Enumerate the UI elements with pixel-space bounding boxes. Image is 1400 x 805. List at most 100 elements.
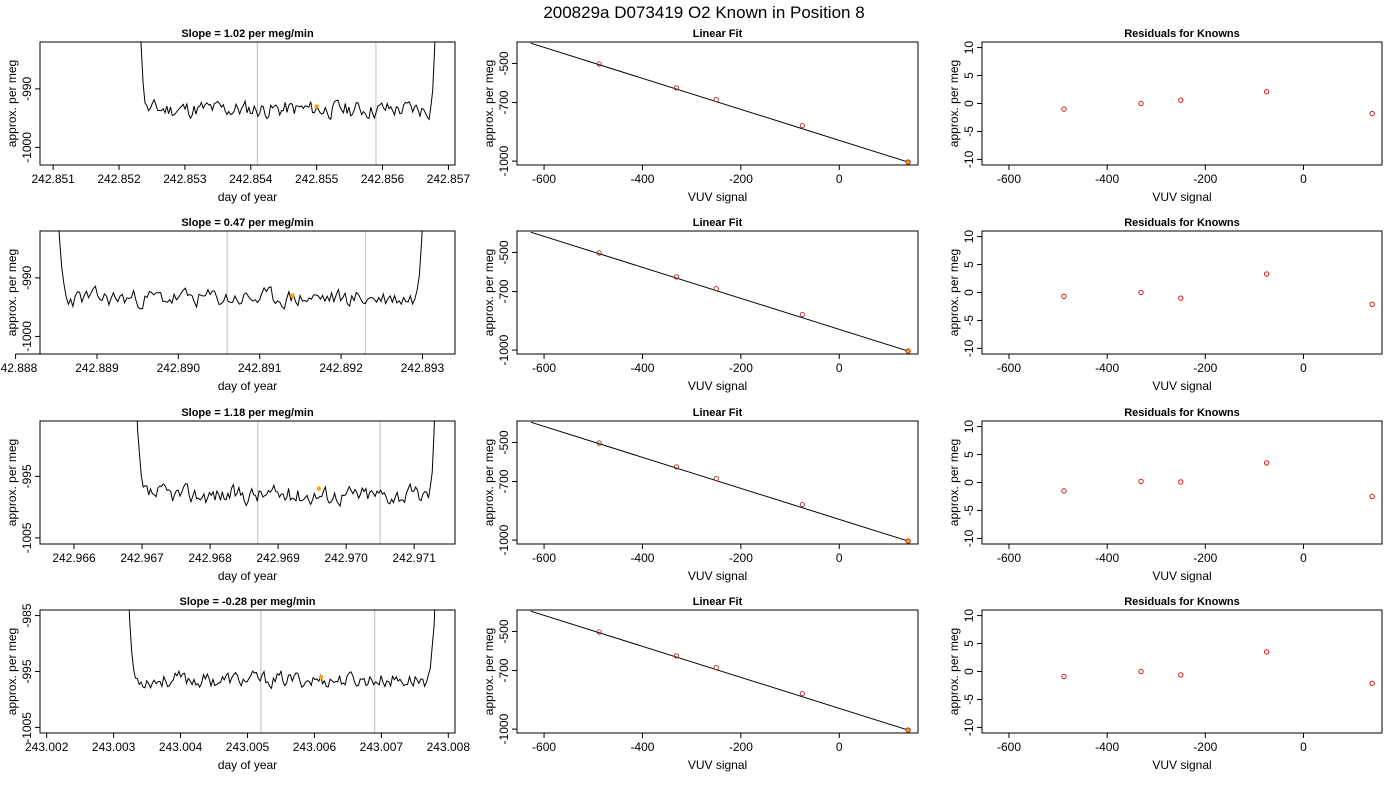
x-axis-label: VUV signal xyxy=(1152,190,1211,204)
y-axis-label: approx. per meg xyxy=(5,439,19,526)
panel-2-3: Residuals for Knowns -600 -400 -200 0 VUV sig… xyxy=(947,217,1383,393)
x-tick-label: -600 xyxy=(997,551,1021,565)
plot-frame xyxy=(516,609,919,734)
x-axis: 243.002 243.003 243.004 243.005 243.006 243.0… xyxy=(25,732,471,754)
plot-area xyxy=(530,421,911,544)
plot-frame xyxy=(981,420,1383,545)
y-axis-label: approx. per meg xyxy=(482,60,496,147)
x-tick-label: 242.854 xyxy=(229,172,273,186)
x-tick-label: -600 xyxy=(997,172,1021,186)
x-tick-label: 242.891 xyxy=(238,361,282,375)
x-axis: -600 -400 -200 0 xyxy=(532,164,843,186)
x-tick-label: -200 xyxy=(1193,740,1217,754)
plot-frame xyxy=(516,41,919,166)
fit-line xyxy=(530,231,909,352)
plot-area xyxy=(1061,271,1375,307)
y-tick-label: -985 xyxy=(20,603,34,627)
plot-area xyxy=(1061,460,1375,500)
y-axis: -10 -5 0 5 10 xyxy=(962,609,983,736)
residual-point xyxy=(1061,488,1067,494)
y-tick-label: 0 xyxy=(962,100,976,107)
plot-frame xyxy=(39,230,456,355)
x-axis-label: VUV signal xyxy=(1152,758,1211,772)
x-tick-label: 242.971 xyxy=(392,551,436,565)
chart-title: Slope = 0.47 per meg/min xyxy=(181,217,314,229)
y-tick-label: -500 xyxy=(497,430,511,454)
x-axis: -600 -400 -200 0 xyxy=(997,732,1307,754)
x-axis: -600 -400 -200 0 xyxy=(997,543,1307,565)
x-tick-label: 242.851 xyxy=(31,172,75,186)
data-point xyxy=(905,348,911,354)
residual-point xyxy=(1138,289,1144,296)
data-point xyxy=(905,159,911,165)
x-tick-label: 0 xyxy=(836,740,843,754)
x-tick-label: -600 xyxy=(532,172,556,186)
y-axis-label: approx. per meg xyxy=(5,60,19,147)
plot-area xyxy=(136,421,435,544)
y-axis-label: approx. per meg xyxy=(5,249,19,336)
x-tick-label: 243.008 xyxy=(427,740,471,754)
y-tick-label: -10 xyxy=(962,718,976,736)
y-axis: -1005 -995 -985 xyxy=(20,603,41,743)
chart-title: Residuals for Knowns xyxy=(1124,407,1240,419)
x-axis-label: VUV signal xyxy=(1152,569,1211,583)
residual-point xyxy=(1369,493,1375,500)
y-axis: -10 -5 0 5 10 xyxy=(962,420,983,547)
x-axis-label: VUV signal xyxy=(688,569,747,583)
panel-1-3: Residuals for Knowns -600 -400 -200 0 VUV sig… xyxy=(947,28,1383,204)
panel-2-2: Linear Fit -600 -400 -200 0 VUV signal -500 -70… xyxy=(482,217,919,393)
y-tick-label: 5 xyxy=(962,72,976,79)
panel-3-3: Residuals for Knowns -600 -400 -200 0 VUV sig… xyxy=(947,407,1383,583)
plot-frame xyxy=(39,420,456,545)
x-tick-label: -200 xyxy=(729,551,753,565)
residual-point xyxy=(1178,97,1184,103)
y-axis: -10 -5 0 5 10 xyxy=(962,41,983,168)
x-axis: -600 -400 -200 0 xyxy=(532,732,843,754)
panel-4-2: Linear Fit -600 -400 -200 0 VUV signal -500 -70… xyxy=(482,596,919,772)
y-tick-label: -700 xyxy=(497,658,511,682)
y-axis: -500 -700 -1000 xyxy=(497,430,518,555)
x-tick-label: 0 xyxy=(836,551,843,565)
x-tick-label: -400 xyxy=(1095,172,1119,186)
y-tick-label: -1000 xyxy=(20,132,34,163)
fit-line xyxy=(530,610,909,731)
plot-area xyxy=(530,42,911,165)
residual-point xyxy=(1264,271,1270,277)
chart-title: Linear Fit xyxy=(693,407,743,419)
chart-title: Linear Fit xyxy=(693,596,743,608)
y-tick-label: 10 xyxy=(962,420,976,434)
chart-title: Slope = 1.18 per meg/min xyxy=(181,407,314,419)
chart-title: Residuals for Knowns xyxy=(1124,28,1240,40)
x-tick-label: -400 xyxy=(630,172,654,186)
x-tick-label: -400 xyxy=(1095,551,1119,565)
x-axis-label: VUV signal xyxy=(688,758,747,772)
panel-4-1: Slope = -0.28 per meg/min 243.002 243.003 2… xyxy=(5,596,471,772)
x-tick-label: -600 xyxy=(532,361,556,375)
chart-title: Linear Fit xyxy=(693,28,743,40)
y-tick-label: -1000 xyxy=(497,713,511,744)
y-axis: -1005 -995 xyxy=(20,464,41,553)
plot-frame xyxy=(516,420,919,545)
x-axis: -600 -400 -200 0 xyxy=(997,164,1307,186)
y-tick-label: -995 xyxy=(20,464,34,488)
x-axis-label: day of year xyxy=(218,379,277,393)
y-tick-label: -990 xyxy=(20,266,34,290)
x-axis-label: VUV signal xyxy=(1152,379,1211,393)
y-tick-label: -700 xyxy=(497,279,511,303)
chart-title: Slope = -0.28 per meg/min xyxy=(179,596,315,608)
plot-area xyxy=(530,610,911,733)
y-tick-label: -5 xyxy=(962,315,976,326)
y-tick-label: 5 xyxy=(962,640,976,647)
y-tick-label: -1000 xyxy=(20,321,34,352)
y-tick-label: 10 xyxy=(962,230,976,244)
y-axis-label: approx. per meg xyxy=(947,249,961,336)
x-tick-label: -600 xyxy=(997,740,1021,754)
series-line xyxy=(140,42,436,121)
x-tick-label: 242.969 xyxy=(256,551,300,565)
plot-frame xyxy=(39,609,456,734)
y-tick-label: -10 xyxy=(962,150,976,168)
y-axis: -500 -700 -1000 xyxy=(497,240,518,365)
residual-point xyxy=(1138,478,1144,485)
x-axis: 242.851 242.852 242.853 242.854 242.855 242.8… xyxy=(31,164,470,186)
